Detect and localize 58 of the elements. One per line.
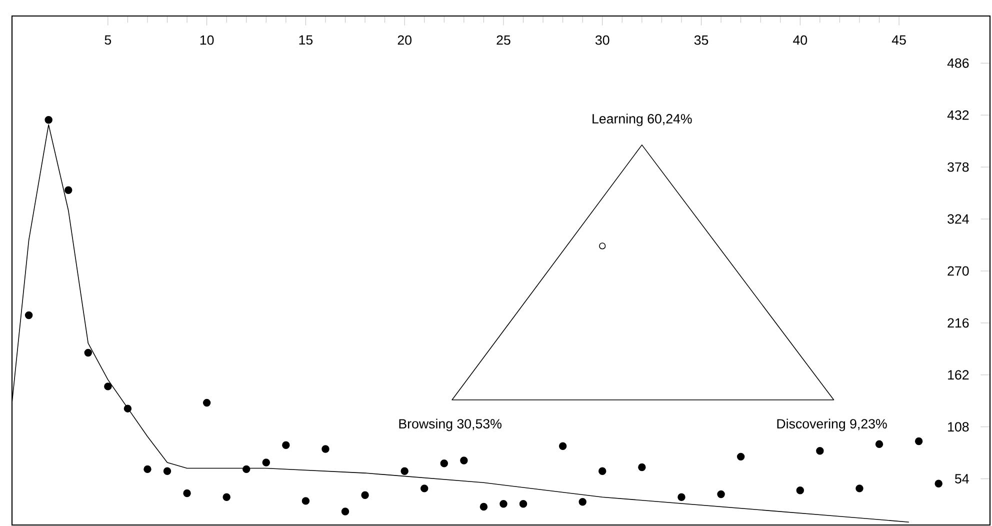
point	[144, 466, 152, 474]
point	[856, 484, 864, 493]
point	[24, 312, 33, 320]
y-tick-label: 216	[948, 318, 969, 328]
point	[84, 349, 92, 357]
point	[302, 497, 310, 506]
point	[361, 492, 369, 500]
x-tick-label: 35	[694, 36, 708, 46]
point	[519, 500, 528, 508]
y-tick-label: 486	[947, 58, 969, 68]
point	[638, 464, 646, 472]
y-tick-label: 378	[948, 162, 969, 172]
point	[934, 480, 942, 488]
point	[222, 493, 230, 502]
y-tick-label: 162	[948, 370, 969, 380]
point	[500, 500, 508, 508]
x-tick-label: 10	[200, 36, 214, 46]
point	[796, 486, 804, 494]
point	[242, 466, 250, 474]
x-tick-label: 20	[398, 36, 412, 46]
point	[816, 447, 824, 456]
point	[460, 456, 468, 465]
point	[64, 186, 72, 194]
point	[914, 438, 923, 446]
point	[480, 503, 488, 511]
point	[598, 467, 606, 476]
point	[124, 404, 132, 413]
point	[183, 490, 191, 498]
annotation: Discovering 9,23%	[777, 418, 887, 432]
y-tick-label: 54	[955, 474, 969, 484]
x-tick-label: 30	[595, 36, 610, 46]
point	[875, 440, 884, 448]
x-tick-label: 15	[299, 36, 313, 45]
annotation: Browsing 30,53%	[399, 418, 502, 432]
y-tick-label: 270	[948, 266, 969, 276]
x-tick-label: 5	[104, 36, 112, 45]
point	[678, 493, 686, 502]
x-tick-label: 25	[496, 36, 510, 46]
y-tick-label: 432	[947, 110, 969, 120]
point	[736, 453, 745, 461]
y-tick-label: 324	[948, 214, 969, 224]
y-tick-label: 108	[948, 422, 969, 432]
point	[558, 442, 567, 450]
point	[420, 484, 428, 493]
x-tick-label: 40	[793, 36, 808, 46]
point	[282, 442, 290, 450]
x-tick-label: 45	[892, 36, 906, 45]
point	[440, 460, 448, 468]
annotation: Learning 60,24%	[592, 114, 692, 126]
point	[322, 445, 330, 454]
point	[104, 382, 112, 391]
point	[717, 490, 725, 498]
point	[163, 467, 172, 476]
point	[578, 498, 586, 506]
point	[202, 399, 211, 407]
point	[44, 116, 52, 124]
point	[262, 458, 270, 467]
point	[400, 467, 408, 476]
